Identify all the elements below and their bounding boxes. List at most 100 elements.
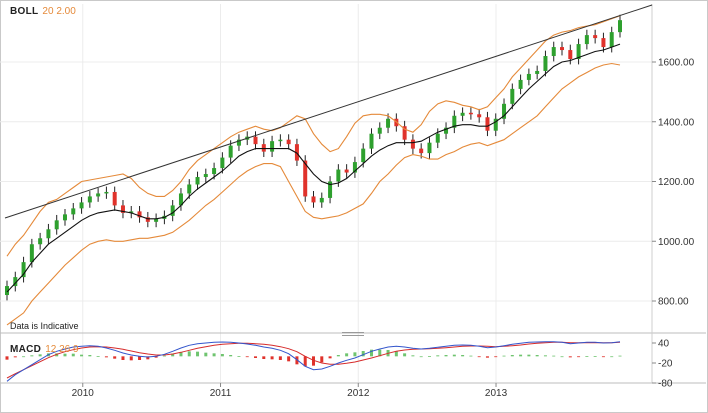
histogram-bar-positive [535,355,539,357]
candle-up [377,127,382,134]
histogram-bar-positive [71,353,75,357]
bollinger-bands [6,15,621,326]
candle-up [502,103,507,119]
boll-name: BOLL [10,6,39,17]
candle-down [294,144,299,161]
histogram-bar-negative [113,356,117,359]
histogram-bar-positive [403,353,407,357]
histogram-bar-positive [336,355,340,357]
candle-down [402,126,407,140]
histogram-bar-positive [361,351,365,357]
candle-down [120,205,125,213]
candle-up [369,133,374,149]
candle-up [195,177,200,185]
candle-down [477,114,482,118]
candle-down [311,196,316,203]
boll-indicator-header[interactable]: BOLL 20 2.00 [10,6,76,17]
histogram-bar-negative [494,356,498,358]
candle-up [71,208,76,215]
candle-up [543,56,548,71]
histogram-bar-positive [196,351,200,357]
histogram-bar-negative [320,356,324,363]
candle-up [96,193,101,197]
candlestick-series [5,14,622,301]
candle-up [21,262,26,278]
candle-up [178,193,183,206]
histogram-bar-positive [212,353,216,357]
candle-up [319,197,324,203]
candle-up [493,118,498,131]
candle-down [112,191,117,206]
histogram-bar-positive [610,356,614,358]
histogram-bar-positive [394,351,398,357]
candle-down [286,139,291,145]
panel-resize-handle[interactable] [342,331,364,339]
macd-y-tick-label: 40 [658,339,670,350]
x-tick-label: 2013 [485,388,508,399]
histogram-bar-positive [171,353,175,357]
histogram-bar-positive [427,356,431,357]
histogram-bar-positive [560,356,564,358]
candle-up [203,174,208,178]
histogram-bar-negative [303,356,307,367]
histogram-bar-positive [63,353,67,357]
macd-y-tick-label: -20 [658,359,673,370]
price-grid [0,4,652,383]
candle-down [468,112,473,115]
candle-up [328,181,333,198]
candle-up [609,32,614,48]
candle-down [593,35,598,39]
histogram-bar-positive [436,355,440,357]
histogram-bar-positive [22,356,26,358]
x-tick-label: 2010 [72,388,95,399]
candle-up [38,238,43,245]
candle-up [526,73,531,80]
candle-up [29,244,34,263]
candle-down [560,47,565,51]
candle-up [220,157,225,169]
histogram-bar-positive [543,355,547,357]
histogram-bar-positive [369,349,373,357]
histogram-bar-positive [80,354,84,357]
macd-line [6,341,621,382]
histogram-bar-positive [411,355,415,357]
histogram-bar-negative [270,356,274,360]
candle-down [601,38,606,48]
candle-up [46,229,51,239]
candle-up [518,79,523,89]
macd-indicator-header[interactable]: MACD 12 26 9 [10,344,79,355]
candle-up [187,184,192,194]
candle-down [145,217,150,222]
histogram-bar-positive [38,354,42,357]
candle-down [410,139,415,149]
x-axis-labels: 2010 2011 2012 2013 [72,383,508,399]
histogram-bar-positive [162,355,166,357]
histogram-bar-positive [345,353,349,357]
histogram-bar-negative [5,356,9,360]
candle-up [54,220,59,230]
candle-up [13,277,18,287]
candle-down [485,117,490,131]
candle-up [535,70,540,74]
histogram-bar-negative [262,356,266,359]
y-tick-label: 1000.00 [658,237,695,248]
histogram-bar-positive [510,355,514,357]
histogram-bar-positive [552,355,556,357]
candle-up [444,127,449,134]
candle-down [137,211,142,218]
histogram-bar-positive [461,355,465,357]
histogram-bar-positive [30,355,34,357]
candle-up [460,112,465,116]
histogram-bar-positive [618,355,622,357]
histogram-bar-positive [527,354,531,357]
candle-down [261,144,266,152]
data-disclaimer: Data is Indicative [10,321,79,331]
histogram-bar-negative [121,356,125,360]
histogram-bar-negative [146,356,150,360]
histogram-bar-negative [138,356,142,360]
histogram-bar-positive [419,356,423,358]
upper-band-line [6,15,621,257]
candle-up [551,47,556,57]
candle-up [104,191,109,194]
histogram-bar-positive [220,354,224,357]
